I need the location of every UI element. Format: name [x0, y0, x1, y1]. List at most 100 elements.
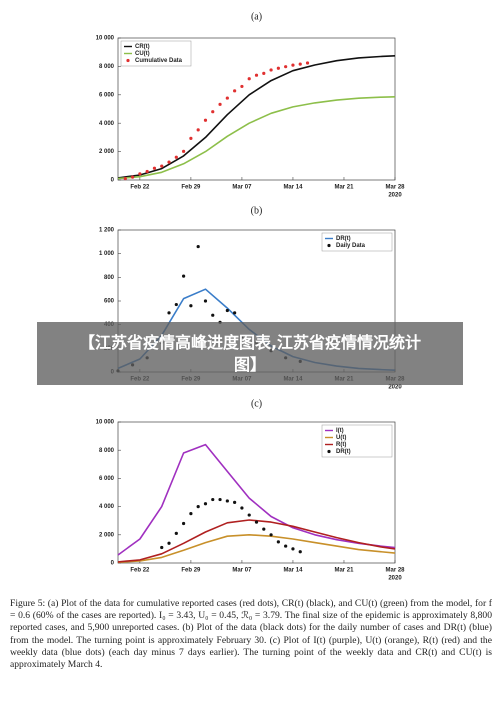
- data-dot: [182, 274, 186, 278]
- data-dot: [182, 149, 186, 153]
- y-tick-label: 1 000: [99, 251, 115, 257]
- data-dot: [240, 84, 244, 89]
- legend-swatch: [327, 243, 331, 248]
- x-year-label: 2020: [388, 385, 402, 391]
- panel-title: (c): [251, 398, 262, 409]
- banner: 【江苏省疫情高峰进度图表,江苏省疫情情况统计图】: [37, 322, 463, 385]
- data-dot: [298, 62, 302, 66]
- data-dot: [211, 313, 215, 317]
- data-dot: [269, 68, 273, 72]
- x-tick-label: Feb 29: [181, 568, 201, 574]
- x-tick-label: Mar 14: [283, 568, 303, 574]
- data-dot: [189, 512, 193, 516]
- series-line: [117, 96, 396, 180]
- data-dot: [189, 136, 193, 140]
- data-dot: [196, 505, 200, 509]
- data-dot: [284, 544, 288, 548]
- data-dot: [305, 61, 310, 65]
- legend-label: CU(t): [135, 51, 150, 57]
- legend-label: DR(t): [336, 449, 351, 455]
- data-dot: [174, 155, 178, 159]
- data-dot: [233, 500, 237, 504]
- data-dot: [284, 65, 288, 69]
- series-line: [117, 55, 396, 179]
- data-dot: [276, 66, 280, 70]
- data-dot: [203, 118, 208, 122]
- data-dot: [123, 176, 127, 181]
- y-tick-label: 600: [104, 299, 115, 305]
- x-tick-label: Mar 07: [232, 568, 252, 574]
- series-line: [117, 443, 396, 556]
- data-dot: [167, 541, 171, 545]
- legend-label: R(t): [336, 442, 346, 448]
- data-dot: [203, 502, 208, 506]
- data-dot: [152, 166, 157, 170]
- data-dot: [218, 497, 222, 502]
- data-dot: [247, 513, 251, 517]
- data-dot: [182, 521, 186, 526]
- data-dot: [218, 102, 222, 106]
- y-tick-label: 2 000: [99, 149, 115, 155]
- y-tick-label: 6 000: [99, 476, 115, 482]
- legend-box: [321, 232, 393, 252]
- y-tick-label: 4 000: [99, 121, 115, 127]
- data-dot: [130, 175, 135, 179]
- data-dot: [254, 73, 259, 77]
- legend-box: [321, 424, 393, 458]
- data-dot: [225, 96, 229, 100]
- y-tick-label: 0: [111, 561, 115, 567]
- legend-label: CR(t): [135, 44, 150, 50]
- y-tick-label: 800: [104, 275, 115, 281]
- y-tick-label: 10 000: [96, 420, 115, 426]
- x-tick-label: Feb 22: [130, 185, 150, 191]
- x-tick-label: Mar 21: [334, 568, 354, 574]
- legend-label: U(t): [336, 435, 346, 441]
- legend-label: Daily Data: [336, 243, 366, 249]
- panel-title: (b): [251, 205, 263, 216]
- data-dot: [254, 520, 259, 524]
- x-year-label: 2020: [388, 576, 402, 582]
- data-dot: [189, 304, 193, 308]
- data-dot: [247, 77, 251, 81]
- y-tick-label: 2 000: [99, 532, 115, 538]
- y-tick-label: 6 000: [99, 92, 115, 98]
- x-tick-label: Feb 22: [130, 568, 150, 574]
- data-dot: [291, 547, 295, 551]
- y-tick-label: 8 000: [99, 448, 115, 454]
- data-dot: [262, 71, 266, 75]
- data-dot: [174, 302, 178, 307]
- data-dot: [291, 63, 295, 67]
- data-dot: [160, 164, 164, 168]
- legend: CR(t)CU(t)Cumulative Data: [120, 40, 192, 67]
- legend: DR(t)Daily Data: [321, 232, 393, 252]
- x-tick-label: Feb 29: [181, 185, 201, 191]
- x-tick-label: Mar 07: [232, 185, 252, 191]
- x-tick-label: Mar 28: [385, 568, 405, 574]
- data-dot: [211, 497, 215, 502]
- x-year-label: 2020: [388, 193, 402, 199]
- legend-label: Cumulative Data: [135, 58, 183, 64]
- caption: Figure 5: (a) Plot of the data for cumul…: [10, 598, 492, 671]
- data-dot: [145, 169, 149, 174]
- legend-box: [120, 40, 192, 67]
- x-tick-label: Mar 21: [334, 185, 354, 191]
- legend-swatch: [327, 449, 331, 454]
- data-dot: [233, 89, 237, 93]
- panel-title: (a): [251, 11, 262, 22]
- data-dot: [262, 527, 266, 531]
- data-dot: [225, 308, 229, 313]
- data-dot: [167, 160, 171, 164]
- series-line: [117, 519, 396, 563]
- data-dot: [298, 550, 302, 554]
- legend: I(t)U(t)R(t)DR(t): [321, 424, 393, 458]
- legend-swatch: [126, 58, 130, 63]
- y-tick-label: 4 000: [99, 504, 115, 510]
- y-tick-label: 0: [111, 178, 115, 184]
- y-tick-label: 8 000: [99, 64, 115, 70]
- data-dot: [211, 110, 215, 114]
- data-dot: [240, 506, 244, 510]
- y-tick-label: 1 200: [99, 228, 115, 234]
- data-dot: [225, 499, 229, 503]
- data-dot: [276, 540, 280, 544]
